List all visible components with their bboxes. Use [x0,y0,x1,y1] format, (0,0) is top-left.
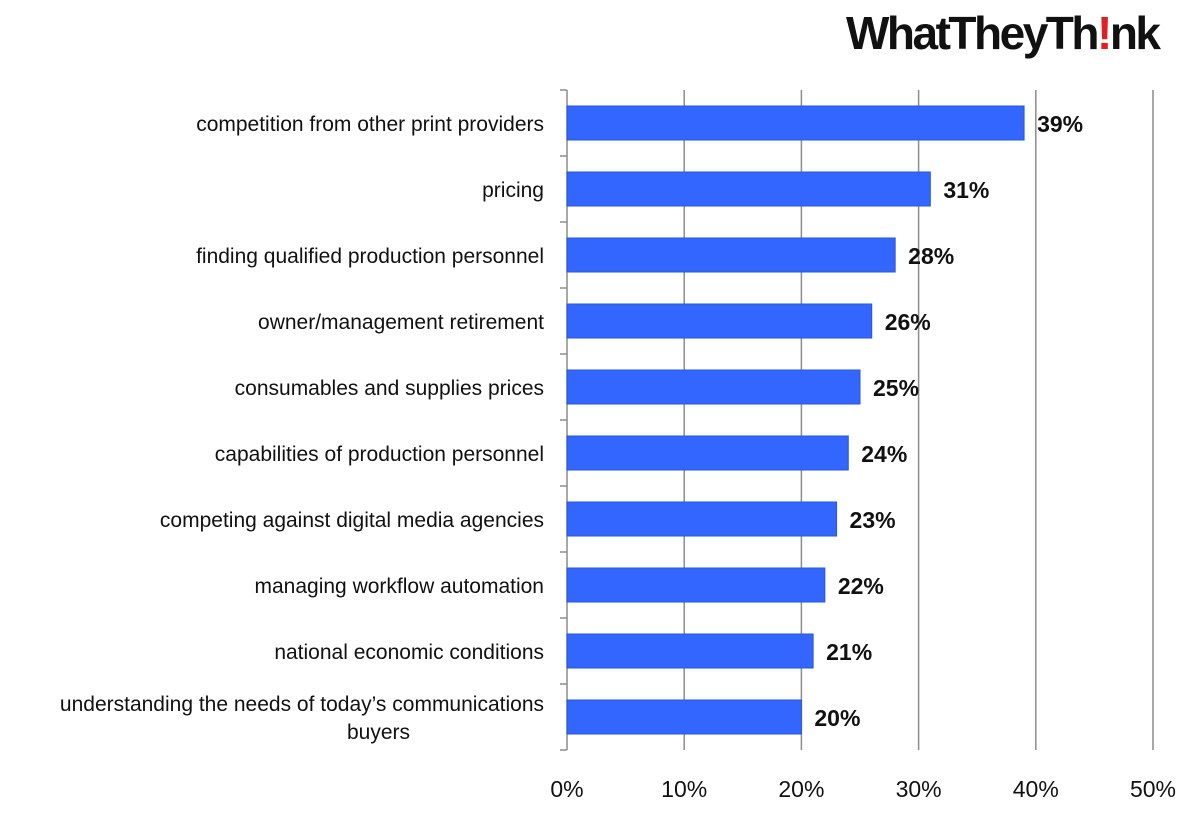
category-label: consumables and supplies prices [235,377,544,400]
category-label-line: pricing [482,179,544,202]
logo-svg: WhatTheyTh!nk [846,7,1164,59]
bar [566,105,1025,141]
x-tick-label: 30% [896,776,942,802]
category-label: finding qualified production personnel [196,245,544,268]
data-label: 28% [908,243,954,269]
bar [566,369,861,405]
logo-exclaim: ! [1097,7,1110,59]
logo-part-1: WhatTheyTh [846,7,1097,59]
data-label: 21% [826,639,872,665]
category-label: pricing [482,179,544,202]
bar [566,435,849,471]
category-label-line: competing against digital media agencies [160,509,544,532]
category-label: managing workflow automation [255,575,545,598]
x-tick-label: 0% [550,776,583,802]
data-label: 23% [850,507,896,533]
x-tick-label: 50% [1130,776,1176,802]
category-label-line: buyers [347,721,410,744]
category-label-line: finding qualified production personnel [196,245,544,268]
category-label: competition from other print providers [196,113,544,136]
category-label-line: consumables and supplies prices [235,377,544,400]
bar [566,567,826,603]
data-label: 31% [943,177,989,203]
logo-part-2: nk [1110,7,1162,59]
data-label: 25% [873,375,919,401]
bar [566,237,896,273]
logo-text: WhatTheyTh!nk [846,7,1161,59]
bar [566,699,802,735]
data-label: 39% [1037,111,1083,137]
bar [566,633,814,669]
bar [566,501,838,537]
category-label-line: capabilities of production personnel [215,443,544,466]
category-label: owner/management retirement [258,311,544,334]
data-label: 22% [838,573,884,599]
bar [566,171,931,207]
data-label: 20% [814,705,860,731]
data-label: 24% [861,441,907,467]
category-label: competing against digital media agencies [160,509,544,532]
category-label-line: national economic conditions [274,641,544,664]
category-label-line: owner/management retirement [258,311,544,334]
category-label-line: managing workflow automation [255,575,545,598]
category-label: understanding the needs of today’s commu… [60,693,544,744]
x-tick-label: 20% [778,776,824,802]
whattheythink-logo: WhatTheyTh!nk [846,4,1186,64]
x-tick-label: 10% [661,776,707,802]
category-label: national economic conditions [274,641,544,664]
category-label: capabilities of production personnel [215,443,544,466]
category-label-line: understanding the needs of today’s commu… [60,693,544,716]
x-tick-label: 40% [1013,776,1059,802]
bar [566,303,873,339]
data-label: 26% [885,309,931,335]
category-label-line: competition from other print providers [196,113,544,136]
